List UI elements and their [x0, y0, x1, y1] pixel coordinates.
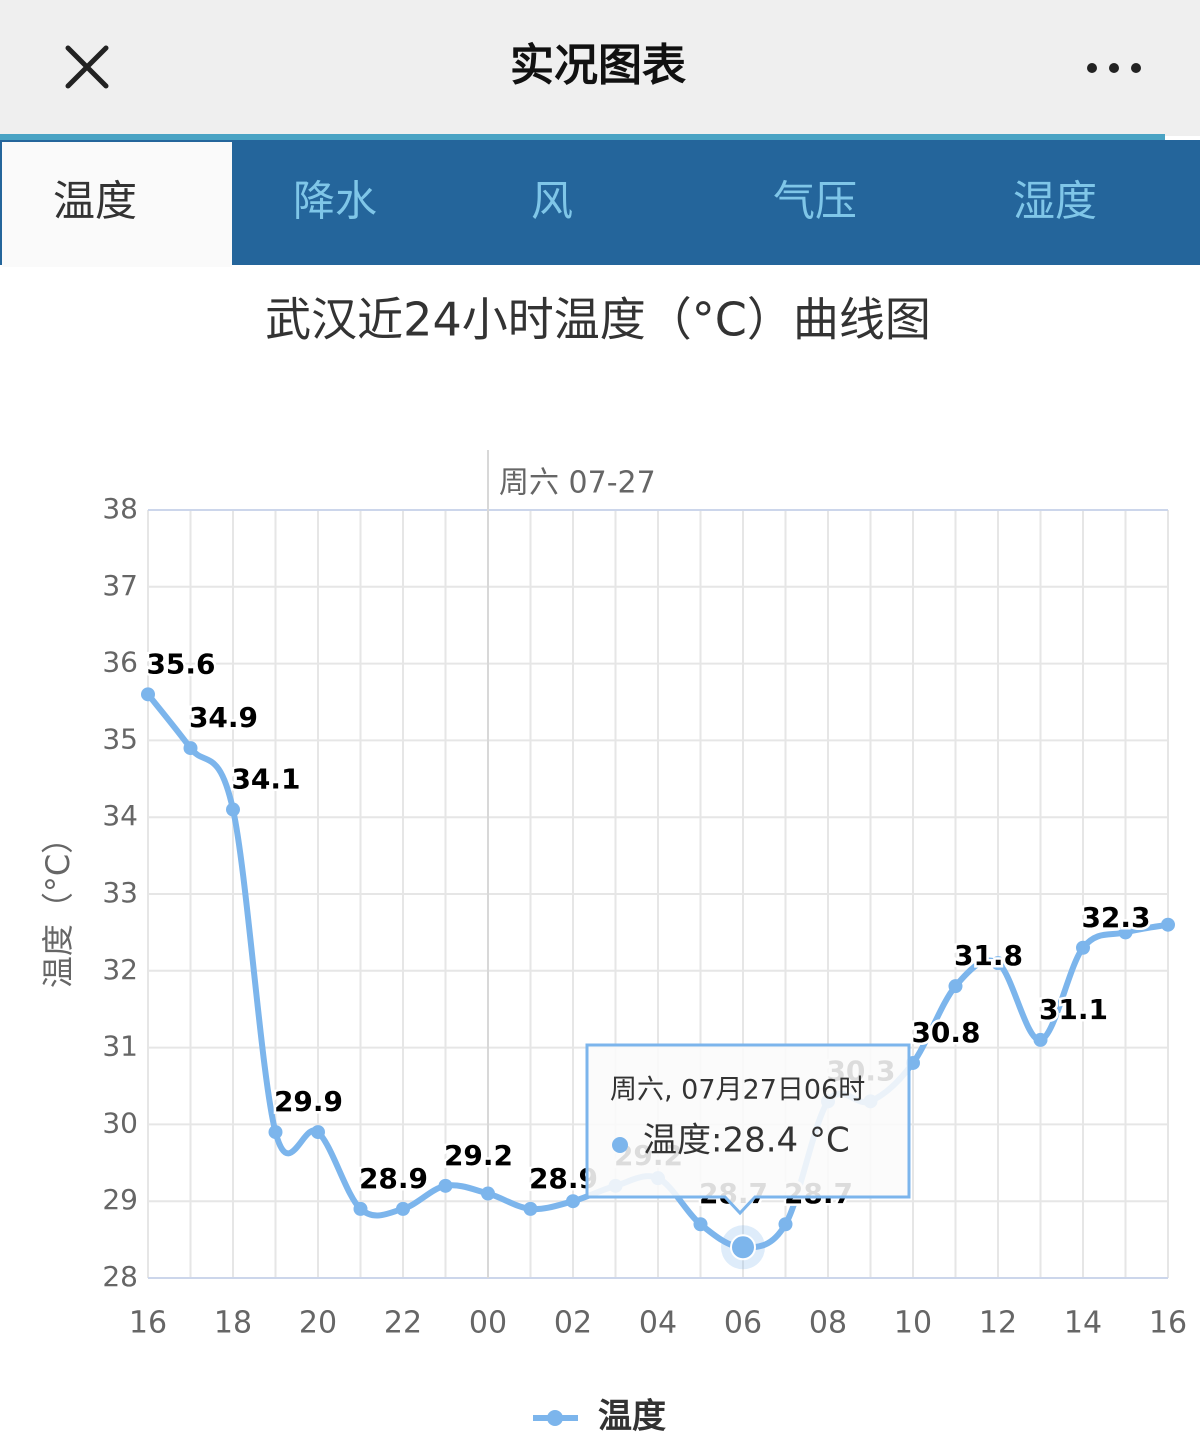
- point: [948, 979, 963, 994]
- legend-marker: [547, 1410, 563, 1426]
- y-tick-label: 32: [102, 953, 138, 986]
- x-tick-label: 20: [299, 1306, 337, 1341]
- x-tick-label: 10: [894, 1306, 932, 1341]
- y-tick-label: 29: [102, 1183, 138, 1216]
- more-button[interactable]: [1087, 63, 1141, 73]
- data-label: 34.9: [189, 701, 258, 734]
- point: [1161, 917, 1175, 932]
- x-tick-label: 12: [979, 1306, 1017, 1341]
- y-tick-label: 38: [102, 492, 138, 525]
- y-tick-label: 28: [102, 1260, 138, 1293]
- x-tick-label: 04: [639, 1306, 677, 1341]
- active-tab-bg: [2, 142, 232, 267]
- hover-point: [730, 1234, 756, 1261]
- point: [1118, 925, 1133, 940]
- data-label: 35.6: [146, 647, 215, 680]
- point: [523, 1201, 538, 1216]
- point: [141, 687, 155, 702]
- data-label: 31.8: [954, 939, 1023, 972]
- x-tick-label: 18: [214, 1306, 252, 1341]
- tab[interactable]: 风: [531, 177, 573, 226]
- tab[interactable]: 气压: [773, 177, 857, 226]
- point: [481, 1186, 495, 1201]
- tab[interactable]: 温度: [53, 177, 137, 226]
- point: [693, 1217, 708, 1232]
- point: [1076, 940, 1090, 955]
- point: [226, 802, 240, 817]
- tab[interactable]: 降水: [293, 177, 377, 226]
- x-tick-label: 16: [129, 1306, 167, 1341]
- legend-label[interactable]: 温度: [598, 1397, 666, 1437]
- tab[interactable]: 湿度: [1013, 177, 1097, 226]
- x-tick-label: 00: [469, 1306, 507, 1341]
- point: [353, 1201, 368, 1216]
- y-tick-label: 37: [102, 569, 138, 602]
- x-tick-label: 22: [384, 1306, 422, 1341]
- tooltip-text: 温度:28.4 °C: [643, 1121, 850, 1161]
- y-tick-label: 34: [102, 799, 138, 832]
- data-label: 29.2: [444, 1139, 513, 1172]
- y-tick-label: 31: [102, 1030, 138, 1063]
- y-tick-label: 33: [102, 876, 138, 909]
- tooltip-marker: [612, 1137, 628, 1153]
- point: [991, 956, 1005, 971]
- point: [183, 741, 198, 756]
- x-tick-label: 06: [724, 1306, 762, 1341]
- x-tick-label: 16: [1149, 1306, 1187, 1341]
- point: [566, 1194, 580, 1209]
- x-tick-label: 08: [809, 1306, 847, 1341]
- point: [311, 1125, 325, 1140]
- y-tick-label: 36: [102, 646, 138, 679]
- progress-line: [0, 134, 1165, 140]
- data-label: 28.9: [359, 1162, 428, 1195]
- tooltip-title: 周六, 07月27日06时: [610, 1075, 865, 1106]
- data-label: 29.9: [274, 1085, 343, 1118]
- point: [268, 1125, 283, 1140]
- data-label: 31.1: [1039, 993, 1108, 1026]
- data-label: 30.8: [911, 1016, 980, 1049]
- point: [1033, 1032, 1048, 1047]
- y-tick-label: 30: [102, 1106, 138, 1139]
- close-button[interactable]: [65, 45, 109, 89]
- top-bar: [0, 0, 1200, 136]
- page-title: 实况图表: [510, 40, 686, 91]
- y-tick-label: 35: [102, 722, 138, 755]
- point: [396, 1201, 410, 1216]
- data-label: 34.1: [231, 763, 300, 796]
- point: [778, 1217, 793, 1232]
- x-tick-label: 14: [1064, 1306, 1102, 1341]
- tooltip-box: [585, 1043, 911, 1216]
- x-tick-label: 02: [554, 1306, 592, 1341]
- day-annotation: 周六 07-27: [499, 466, 656, 501]
- chart-title: 武汉近24小时温度（°C）曲线图: [265, 293, 931, 347]
- point: [438, 1178, 453, 1193]
- data-label: 32.3: [1081, 901, 1150, 934]
- y-axis-label: 温度（°C）: [39, 822, 77, 988]
